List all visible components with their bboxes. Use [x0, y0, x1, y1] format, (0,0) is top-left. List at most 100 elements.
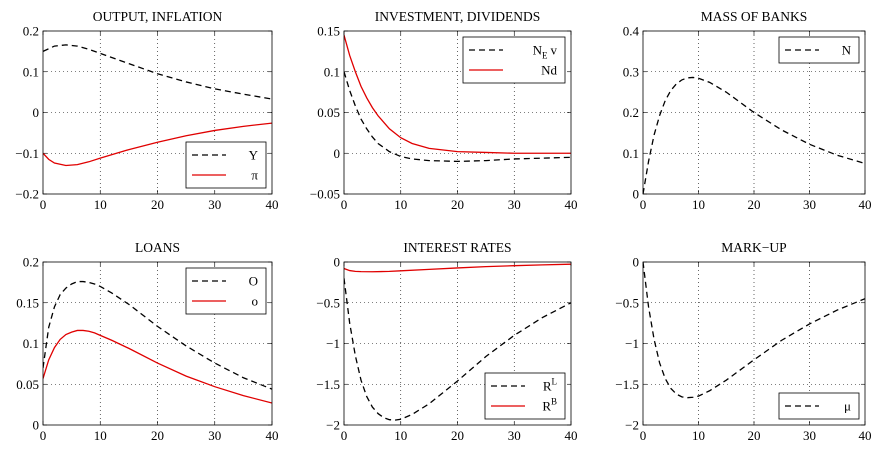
- x-tick-label: 30: [803, 197, 816, 212]
- legend-label: Y: [249, 148, 259, 163]
- x-tick-label: 10: [394, 428, 407, 443]
- legend: N: [778, 36, 860, 64]
- legend-label: RB: [542, 397, 557, 414]
- x-tick-label: 30: [208, 428, 221, 443]
- y-tick-label: 0.4: [623, 24, 640, 39]
- legend-label-text: R: [543, 379, 552, 394]
- x-tick-label: 10: [94, 428, 107, 443]
- plot-frame: [343, 30, 572, 195]
- y-tick-label: −1.5: [615, 377, 639, 392]
- y-tick-label: −0.2: [15, 187, 39, 202]
- series-line-2: [344, 263, 571, 273]
- panel-6: MARK−UP 0 10 20 30 40 −2 −1.5 −1 −0.5 0 μ: [615, 240, 871, 443]
- x-tick-label: 40: [859, 197, 872, 212]
- x-tick-label: 40: [565, 197, 578, 212]
- series-line-1: [43, 44, 272, 100]
- y-tick-label: −1.5: [316, 377, 340, 392]
- y-tick-label: −0.05: [310, 187, 340, 202]
- panel-title: MARK−UP: [721, 240, 786, 255]
- x-tick-label: 20: [151, 197, 164, 212]
- x-tick-label: 40: [859, 428, 872, 443]
- legend-label-subscript: E: [542, 51, 548, 61]
- y-tick-label: −0.1: [15, 146, 39, 161]
- x-tick-label: 0: [640, 428, 647, 443]
- y-tick-label: 0.2: [23, 24, 39, 39]
- x-tick-label: 0: [341, 197, 348, 212]
- legend-box: [185, 267, 267, 315]
- x-tick-label: 30: [208, 197, 221, 212]
- legend-label: N: [842, 43, 852, 58]
- legend-label-text: o: [252, 294, 259, 309]
- y-tick-label: 0.2: [23, 255, 39, 270]
- x-tick-label: 30: [508, 428, 521, 443]
- y-tick-label: 0.05: [16, 377, 39, 392]
- y-tick-label: 0.2: [623, 105, 639, 120]
- legend: μ: [778, 392, 860, 420]
- panel-title: LOANS: [135, 240, 180, 255]
- y-tick-label: 0: [33, 105, 40, 120]
- y-tick-label: −0.5: [615, 295, 639, 310]
- legend-label-superscript: B: [551, 397, 557, 407]
- y-tick-label: 0.1: [623, 146, 639, 161]
- x-tick-label: 40: [266, 428, 279, 443]
- legend-label-text: N: [842, 43, 852, 58]
- x-tick-label: 20: [451, 197, 464, 212]
- plot-frame: [42, 30, 273, 195]
- plot-frame: [343, 261, 572, 426]
- series-line-1: [43, 280, 272, 390]
- legend-label-text: Nd: [541, 63, 557, 78]
- panel-title: INTEREST RATES: [403, 240, 511, 255]
- y-tick-label: 0.3: [623, 64, 639, 79]
- panel-4: LOANS 0 10 20 30 40 0 0.05 0.1 0.15 0.2 Oo: [16, 240, 278, 443]
- legend-label: μ: [844, 399, 851, 414]
- panel-title: OUTPUT, INFLATION: [93, 9, 223, 24]
- y-tick-label: −2: [326, 418, 340, 433]
- x-tick-label: 10: [394, 197, 407, 212]
- legend-label-text: N: [533, 43, 543, 58]
- panel-1: OUTPUT, INFLATION 0 10 20 30 40 −0.2 −0.1 0 0.1 0.…: [15, 9, 278, 212]
- y-tick-label: 0: [334, 255, 341, 270]
- panel-title: INVESTMENT, DIVIDENDS: [375, 9, 540, 24]
- legend-label-text: O: [249, 274, 258, 289]
- series-line-1: [643, 76, 865, 194]
- y-tick-label: 0.15: [16, 295, 39, 310]
- y-tick-label: 0: [334, 146, 341, 161]
- legend-label-text: R: [542, 399, 551, 414]
- legend-box: [185, 141, 267, 189]
- x-tick-label: 0: [341, 428, 348, 443]
- x-tick-label: 30: [803, 428, 816, 443]
- y-tick-label: −0.5: [316, 295, 340, 310]
- x-tick-label: 20: [151, 428, 164, 443]
- legend-label: π: [251, 168, 258, 183]
- series-line-1: [643, 262, 865, 399]
- plot-frame: [42, 261, 273, 426]
- x-tick-label: 10: [94, 197, 107, 212]
- y-tick-label: −2: [625, 418, 639, 433]
- y-tick-label: 0.05: [317, 105, 340, 120]
- legend: NE v Nd: [462, 36, 566, 84]
- series-line-2: [43, 329, 272, 404]
- series-line-2: [43, 122, 272, 167]
- series-line-1: [344, 71, 571, 163]
- y-tick-label: 0: [33, 418, 40, 433]
- panel-title: MASS OF BANKS: [701, 9, 808, 24]
- legend-box: [484, 372, 566, 420]
- x-tick-label: 10: [692, 197, 705, 212]
- legend-label-text: π: [251, 168, 258, 183]
- legend-label: NE v: [533, 43, 558, 61]
- legend: Yπ: [185, 141, 267, 189]
- legend-label: O: [249, 274, 258, 289]
- x-tick-label: 0: [40, 197, 47, 212]
- legend-label-suffix: v: [551, 43, 558, 58]
- x-tick-label: 10: [692, 428, 705, 443]
- legend-label: o: [252, 294, 259, 309]
- series-line-2: [344, 34, 571, 154]
- legend: Oo: [185, 267, 267, 315]
- x-tick-label: 0: [40, 428, 47, 443]
- plot-frame: [642, 30, 866, 195]
- legend-label-superscript: L: [552, 377, 558, 387]
- y-tick-label: 0: [633, 255, 640, 270]
- y-tick-label: −1: [625, 336, 639, 351]
